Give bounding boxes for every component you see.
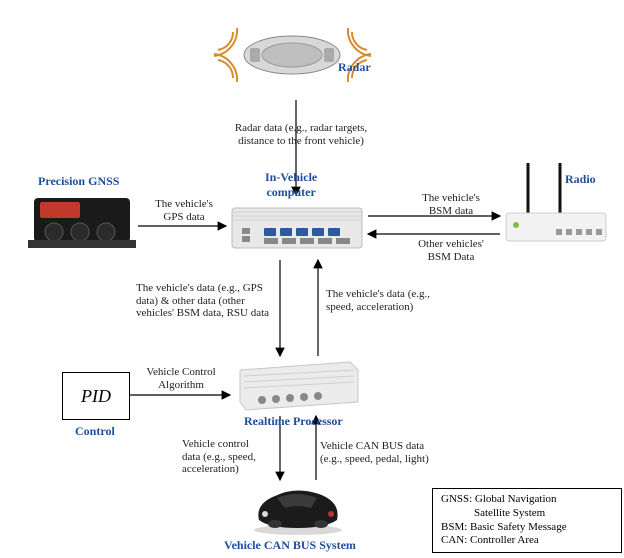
processor-label: Realtime Processor <box>244 414 343 429</box>
edge-computer-radio: The vehicle's BSM data <box>406 192 496 217</box>
gnss-label: Precision GNSS <box>38 174 119 189</box>
gnss-node <box>28 192 136 254</box>
edge-gnss-computer: The vehicle's GPS data <box>144 198 224 223</box>
legend-line: Satellite System <box>441 507 613 521</box>
control-node: PID <box>62 372 130 420</box>
processor-node <box>232 358 362 414</box>
pid-label: PID <box>81 386 111 407</box>
canbus-node <box>245 480 351 536</box>
control-label: Control <box>75 424 115 439</box>
edge-processor-computer: The vehicle's data (e.g., speed, acceler… <box>326 288 456 313</box>
radio-label: Radio <box>565 172 596 187</box>
edge-control-processor: Vehicle Control Algorithm <box>136 366 226 391</box>
edge-canbus-processor: Vehicle CAN BUS data (e.g., speed, pedal… <box>320 440 460 465</box>
radar-label: Radar <box>338 60 371 75</box>
edge-radar-computer: Radar data (e.g., radar targets, distanc… <box>216 122 386 147</box>
computer-label: In-Vehicle computer <box>265 170 317 200</box>
legend-box: GNSS: Global Navigation Satellite System… <box>432 488 622 553</box>
legend-line: GNSS: Global Navigation <box>441 493 613 507</box>
radio-node <box>498 155 613 250</box>
edge-processor-canbus: Vehicle control data (e.g., speed, accel… <box>182 438 282 476</box>
radar-node <box>200 10 385 100</box>
edge-radio-computer: Other vehicles' BSM Data <box>406 238 496 263</box>
computer-node <box>228 198 366 258</box>
edge-computer-processor: The vehicle's data (e.g., GPS data) & ot… <box>136 282 286 320</box>
legend-line: BSM: Basic Safety Message <box>441 521 613 535</box>
legend-line: CAN: Controller Area <box>441 534 613 548</box>
canbus-label: Vehicle CAN BUS System <box>224 538 356 553</box>
